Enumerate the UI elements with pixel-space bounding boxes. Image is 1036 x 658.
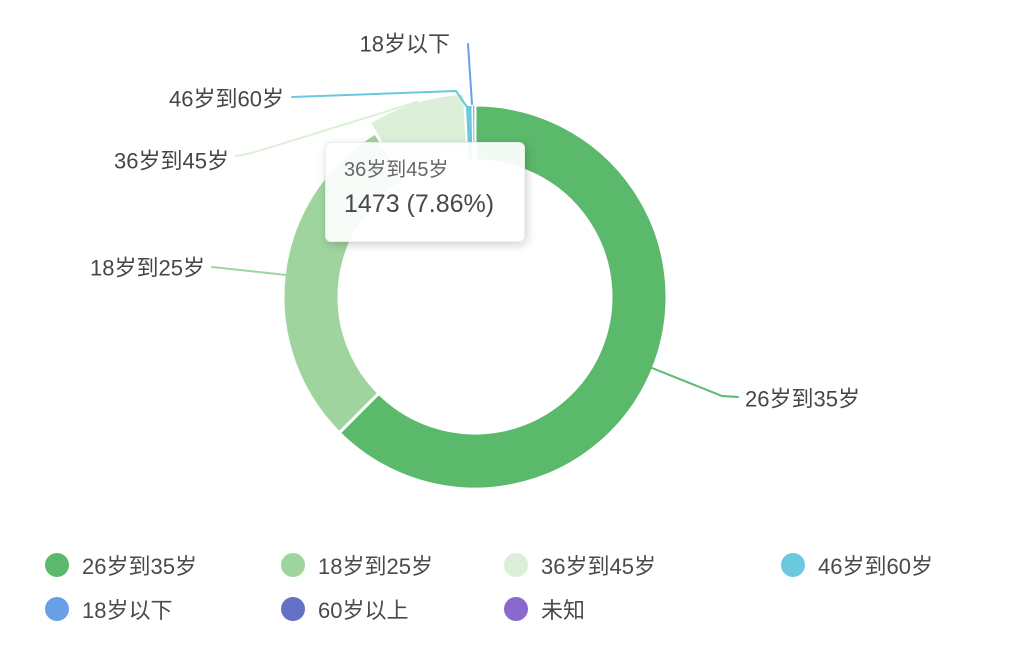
tooltip-series-name: 36岁到45岁	[344, 159, 449, 181]
legend-item-0[interactable]: 26岁到35岁	[45, 553, 197, 579]
legend-item-2[interactable]: 36岁到45岁	[504, 553, 656, 579]
slice-callout-label-0: 26岁到35岁	[745, 387, 860, 412]
legend-label: 60岁以上	[318, 598, 409, 623]
legend-label: 26岁到35岁	[82, 554, 197, 579]
legend-item-3[interactable]: 46岁到60岁	[781, 553, 933, 579]
legend-item-1[interactable]: 18岁到25岁	[281, 553, 433, 579]
pie-slice-1[interactable]	[281, 131, 406, 435]
legend-label: 18岁到25岁	[318, 554, 433, 579]
legend-marker-icon	[45, 553, 69, 577]
legend-label: 46岁到60岁	[818, 554, 933, 579]
slice-leader-line-0	[651, 367, 739, 398]
legend-label: 未知	[541, 598, 586, 623]
legend-marker-icon	[45, 597, 69, 621]
chart-tooltip: 36岁到45岁 1473 (7.86%)	[325, 142, 525, 242]
slice-callout-label-1: 18岁到25岁	[90, 256, 205, 281]
slice-leader-line-4	[467, 43, 473, 105]
legend-marker-icon	[281, 553, 305, 577]
pie-slice-0[interactable]	[337, 103, 669, 491]
legend-marker-icon	[781, 553, 805, 577]
legend-item-6[interactable]: 未知	[504, 597, 585, 623]
slice-callout-label-2: 36岁到45岁	[114, 149, 229, 174]
slice-leader-line-1	[211, 266, 287, 276]
legend-marker-icon	[504, 553, 528, 577]
tooltip-value: 1473 (7.86%)	[344, 190, 495, 218]
slice-callout-label-4: 18岁以下	[360, 32, 450, 57]
legend-label: 18岁以下	[82, 598, 173, 623]
legend-item-4[interactable]: 18岁以下	[45, 597, 172, 623]
legend-item-5[interactable]: 60岁以上	[281, 597, 408, 623]
slice-callout-label-3: 46岁到60岁	[169, 87, 284, 112]
legend-marker-icon	[281, 597, 305, 621]
legend-label: 36岁到45岁	[541, 554, 656, 579]
legend-marker-icon	[504, 597, 528, 621]
slice-leader-line-3	[291, 90, 468, 108]
slice-leader-line-2	[235, 101, 418, 157]
